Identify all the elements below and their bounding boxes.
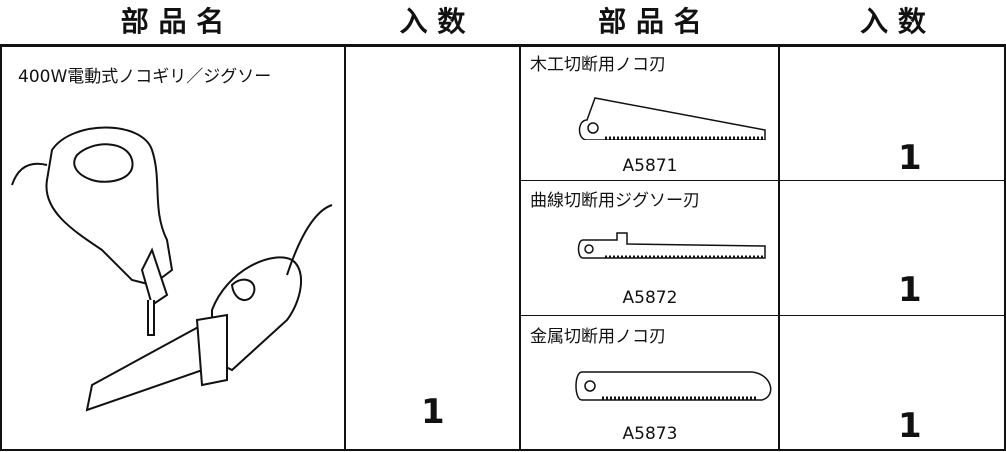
header: 入 数	[860, 5, 926, 38]
saw-illustration	[11, 126, 333, 412]
quantity: 1	[898, 270, 922, 310]
part-name: 曲線切断用ジグソー刃	[530, 191, 700, 211]
blade-illustration	[577, 232, 766, 259]
rule	[344, 44, 346, 451]
part-name: 金属切断用ノコ刃	[530, 327, 666, 347]
header: 部 品 名	[598, 5, 702, 38]
quantity: 1	[421, 392, 445, 432]
quantity: 1	[898, 138, 922, 178]
quantity: 1	[898, 406, 922, 446]
rule	[1004, 44, 1006, 451]
rule	[0, 449, 1006, 451]
blade-illustration	[575, 371, 772, 401]
model-number: A5871	[622, 156, 678, 176]
rule	[0, 44, 1006, 47]
rule	[778, 44, 780, 451]
part-name: 400W電動式ノコギリ／ジグソー	[18, 67, 272, 87]
rule	[519, 315, 1006, 316]
header: 部 品 名	[120, 5, 225, 38]
blade-illustration	[578, 97, 766, 140]
rule	[519, 44, 521, 451]
model-number: A5873	[622, 424, 678, 444]
rule	[519, 180, 1006, 181]
rule	[0, 44, 2, 451]
part-name: 木工切断用ノコ刃	[530, 55, 666, 75]
model-number: A5872	[622, 288, 678, 308]
header: 入 数	[399, 5, 466, 38]
